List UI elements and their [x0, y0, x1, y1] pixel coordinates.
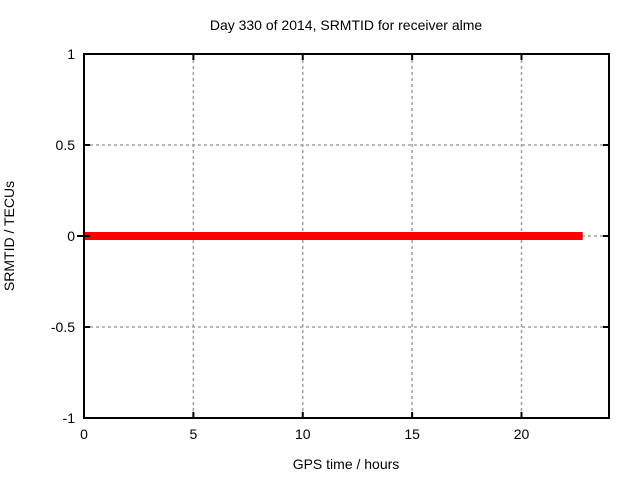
y-tick-label: 0.5 — [56, 137, 76, 153]
x-tick-label: 5 — [189, 426, 197, 442]
chart-title: Day 330 of 2014, SRMTID for receiver alm… — [210, 17, 483, 33]
x-tick-label: 0 — [80, 426, 88, 442]
y-tick-label: -1 — [63, 410, 76, 426]
y-axis-label: SRMTID / TECUs — [1, 181, 17, 291]
y-tick-label: -0.5 — [51, 319, 75, 335]
label-layer: Day 330 of 2014, SRMTID for receiver alm… — [1, 17, 482, 472]
y-tick-label: 1 — [67, 46, 75, 62]
x-tick-label: 10 — [295, 426, 311, 442]
x-tick-label: 15 — [404, 426, 420, 442]
y-tick-label: 0 — [67, 228, 75, 244]
x-tick-label: 20 — [514, 426, 530, 442]
tick-layer: 0 5 10 15 20 -1 -0.5 0 0.5 1 — [51, 46, 609, 442]
x-axis-label: GPS time / hours — [293, 456, 400, 472]
